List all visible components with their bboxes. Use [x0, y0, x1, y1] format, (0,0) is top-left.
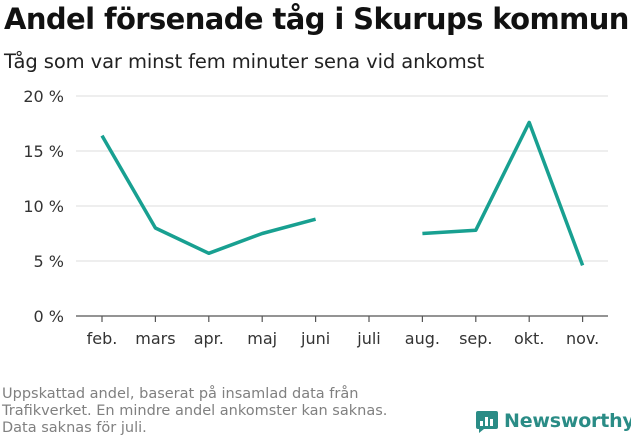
x-tick-label: aug.	[405, 329, 440, 348]
chart-title: Andel försenade tåg i Skurups kommun	[4, 2, 629, 36]
y-tick-label: 0 %	[34, 307, 64, 326]
series-line	[100, 134, 317, 256]
brand-name: Newsworthy	[504, 410, 631, 432]
x-tick-label: feb.	[87, 329, 118, 348]
y-tick-label: 15 %	[23, 142, 64, 161]
x-tick-label: maj	[247, 329, 277, 348]
y-tick-label: 5 %	[34, 252, 64, 271]
footnote: Uppskattad andel, baserat på insamlad da…	[2, 386, 442, 437]
x-tick-label: juni	[300, 329, 330, 348]
x-tick-label: nov.	[566, 329, 599, 348]
y-tick-label: 20 %	[23, 87, 64, 106]
series-line	[422, 120, 585, 267]
x-tick-label: apr.	[194, 329, 224, 348]
newsworthy-logo-icon	[476, 411, 498, 433]
footnote-line: Trafikverket. En mindre andel ankomster …	[2, 403, 388, 419]
y-tick-label: 10 %	[23, 197, 64, 216]
x-tick-label: mars	[135, 329, 175, 348]
x-tick-label: sep.	[459, 329, 492, 348]
footnote-line: Uppskattad andel, baserat på insamlad da…	[2, 386, 359, 402]
footnote-line: Data saknas för juli.	[2, 420, 147, 436]
brand-logo: Newsworthy	[475, 409, 631, 433]
x-tick-label: okt.	[514, 329, 544, 348]
x-tick-label: juli	[356, 329, 380, 348]
chart-subtitle: Tåg som var minst fem minuter sena vid a…	[4, 50, 485, 73]
